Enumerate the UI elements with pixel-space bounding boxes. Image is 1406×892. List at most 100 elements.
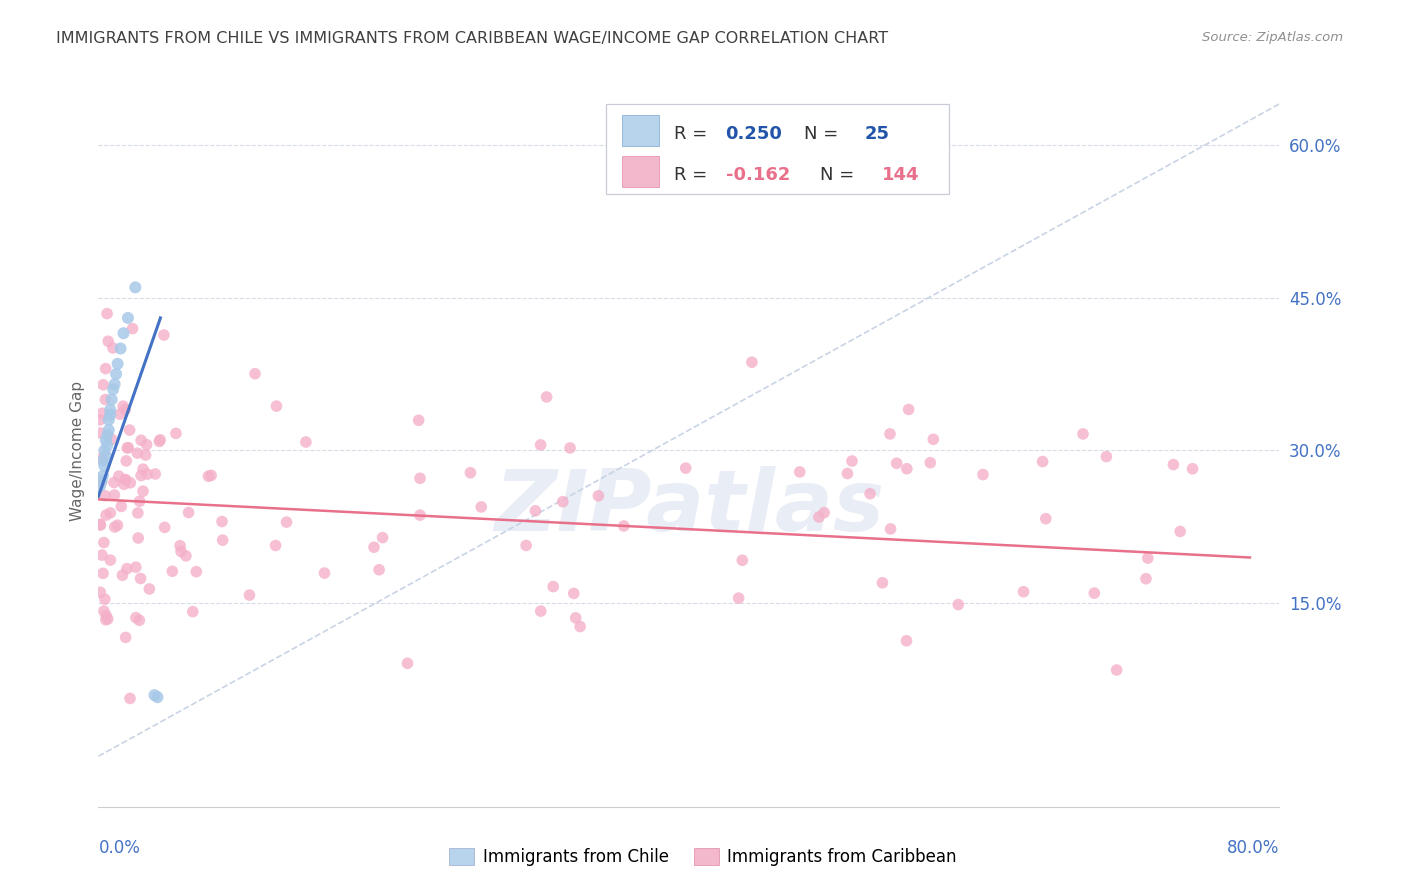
Point	[89, 479, 111, 493]
Text: 80.0%: 80.0%	[1227, 839, 1279, 857]
Point	[363, 540, 385, 554]
Point	[153, 520, 176, 534]
Point	[295, 435, 318, 450]
Point	[948, 598, 970, 612]
Point	[96, 307, 118, 321]
Point	[238, 588, 260, 602]
Point	[94, 449, 117, 463]
Point	[741, 355, 763, 369]
Point	[1035, 512, 1057, 526]
Point	[112, 399, 135, 413]
Point	[94, 361, 117, 376]
Point	[211, 533, 233, 548]
Point	[125, 560, 148, 574]
Point	[89, 585, 111, 599]
Point	[727, 591, 749, 605]
Point	[541, 580, 564, 594]
Point	[107, 518, 129, 533]
Point	[117, 310, 139, 325]
Point	[129, 468, 152, 483]
Point	[118, 423, 141, 437]
Point	[101, 341, 124, 355]
Point	[91, 469, 114, 483]
Point	[97, 413, 120, 427]
Point	[89, 413, 111, 427]
Point	[789, 465, 811, 479]
Point	[97, 612, 120, 626]
Point	[91, 406, 114, 420]
Point	[98, 408, 121, 422]
Point	[94, 613, 117, 627]
Point	[108, 407, 131, 421]
Point	[98, 402, 121, 417]
Point	[1012, 584, 1035, 599]
Point	[181, 605, 204, 619]
Point	[115, 562, 138, 576]
Point	[530, 604, 553, 618]
Point	[211, 515, 233, 529]
Point	[96, 428, 118, 442]
Point	[114, 473, 136, 487]
Point	[149, 433, 172, 447]
Point	[243, 367, 266, 381]
Legend: Immigrants from Chile, Immigrants from Caribbean: Immigrants from Chile, Immigrants from C…	[443, 841, 963, 873]
Point	[1095, 450, 1118, 464]
Text: 144: 144	[882, 166, 920, 184]
Point	[143, 467, 166, 481]
Point	[368, 563, 391, 577]
Point	[879, 522, 901, 536]
Point	[731, 553, 754, 567]
Point	[460, 466, 482, 480]
Text: ZIPatlas: ZIPatlas	[494, 466, 884, 549]
Point	[146, 690, 169, 705]
Point	[132, 484, 155, 499]
Text: -0.162: -0.162	[725, 166, 790, 184]
Point	[112, 477, 135, 491]
Point	[94, 434, 117, 448]
Point	[162, 564, 184, 578]
Point	[524, 504, 547, 518]
Point	[127, 531, 149, 545]
Point	[89, 517, 111, 532]
Point	[93, 535, 115, 549]
Point	[135, 448, 157, 462]
Point	[93, 443, 115, 458]
Point	[841, 454, 863, 468]
Point	[675, 461, 697, 475]
Point	[91, 377, 114, 392]
Point	[470, 500, 492, 514]
Text: N =: N =	[820, 166, 860, 184]
Point	[100, 392, 122, 407]
Point	[114, 473, 136, 487]
Point	[121, 321, 143, 335]
Point	[562, 586, 585, 600]
FancyBboxPatch shape	[606, 104, 949, 194]
Point	[104, 520, 127, 534]
Point	[879, 426, 901, 441]
Point	[859, 486, 882, 500]
Point	[396, 657, 419, 671]
Point	[94, 508, 117, 522]
Point	[264, 539, 287, 553]
Point	[896, 462, 918, 476]
Point	[117, 441, 139, 455]
Point	[91, 450, 114, 465]
Point	[96, 438, 118, 452]
Point	[120, 475, 142, 490]
Point	[93, 604, 115, 618]
Point	[135, 437, 157, 451]
Point	[564, 611, 586, 625]
Point	[408, 413, 430, 427]
Point	[114, 402, 136, 417]
Text: IMMIGRANTS FROM CHILE VS IMMIGRANTS FROM CARIBBEAN WAGE/INCOME GAP CORRELATION C: IMMIGRANTS FROM CHILE VS IMMIGRANTS FROM…	[56, 31, 889, 46]
Point	[128, 494, 150, 508]
Point	[138, 582, 160, 596]
Point	[896, 633, 918, 648]
Point	[103, 475, 125, 490]
Point	[91, 548, 114, 562]
Point	[972, 467, 994, 482]
Point	[886, 456, 908, 470]
Point	[94, 392, 117, 407]
FancyBboxPatch shape	[621, 115, 659, 146]
Point	[98, 506, 121, 520]
